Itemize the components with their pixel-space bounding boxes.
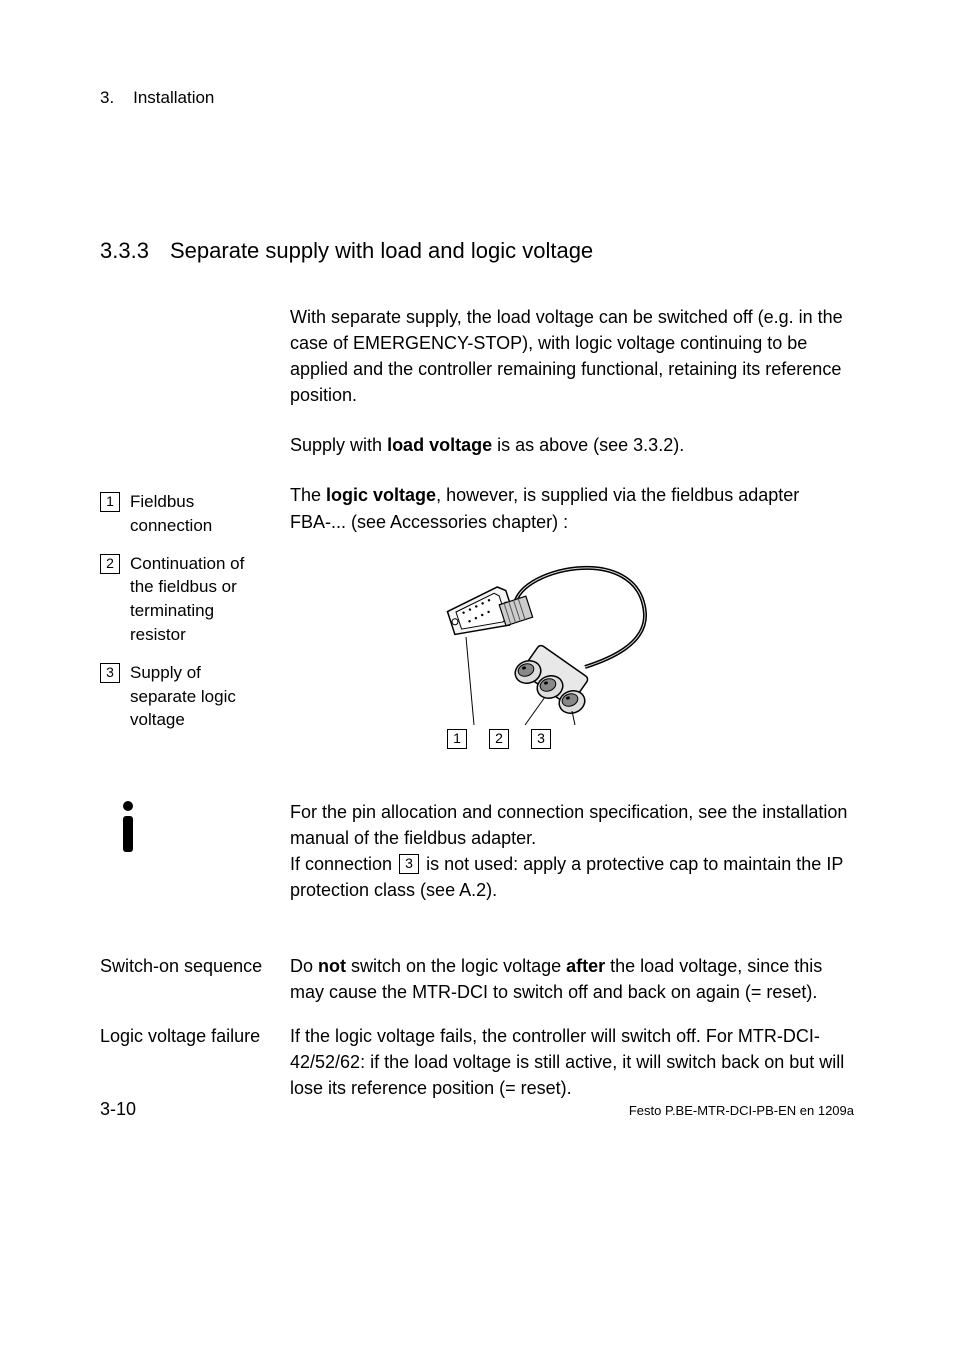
info-icon-column — [100, 799, 290, 855]
callout-1: 1 — [447, 729, 467, 749]
page-number: 3-10 — [100, 1099, 136, 1120]
section-title: Separate supply with load and logic volt… — [170, 238, 593, 264]
info-line2a: If connection — [290, 854, 397, 874]
p3-bold: logic voltage — [326, 485, 436, 505]
legend-item-2: 2 Continuation of the fieldbus or termin… — [100, 552, 270, 647]
info-text: For the pin allocation and connection sp… — [290, 799, 854, 903]
legend-box-1: 1 — [100, 492, 120, 512]
legend-box-2: 2 — [100, 554, 120, 574]
info-box-3: 3 — [399, 854, 419, 874]
section-heading: 3.3.3 Separate supply with load and logi… — [100, 238, 854, 264]
logic-fail-label: Logic voltage failure — [100, 1023, 290, 1101]
legend-item-1: 1 Fieldbus connection — [100, 490, 270, 538]
so-bold-not: not — [318, 956, 346, 976]
section-number: 3.3.3 — [100, 238, 170, 264]
legend-text-3: Supply of separate logic voltage — [130, 661, 270, 732]
legend-box-3: 3 — [100, 663, 120, 683]
legend-text-2: Continuation of the fieldbus or terminat… — [130, 552, 270, 647]
chapter-header: 3. Installation — [100, 88, 854, 108]
figure-callouts: 1 2 3 — [445, 729, 553, 749]
switch-on-sequence: Switch-on sequence Do not switch on the … — [100, 953, 854, 1005]
legend-item-3: 3 Supply of separate logic voltage — [100, 661, 270, 732]
info-note: For the pin allocation and connection sp… — [100, 799, 854, 903]
paragraph-3: The logic voltage, however, is supplied … — [290, 482, 854, 534]
chapter-number: 3. — [100, 88, 114, 107]
switch-on-body: Do not switch on the logic voltage after… — [290, 953, 854, 1005]
so-t1: Do — [290, 956, 318, 976]
logic-fail-body: If the logic voltage fails, the controll… — [290, 1023, 854, 1101]
p2-bold: load voltage — [387, 435, 492, 455]
paragraph-1: With separate supply, the load voltage c… — [290, 304, 854, 408]
info-line1: For the pin allocation and connection sp… — [290, 802, 847, 848]
info-icon — [108, 799, 148, 855]
logic-voltage-failure: Logic voltage failure If the logic volta… — [100, 1023, 854, 1101]
switch-on-label: Switch-on sequence — [100, 953, 290, 1005]
paragraph-2: Supply with load voltage is as above (se… — [290, 432, 854, 458]
so-t3: switch on the logic voltage — [346, 956, 566, 976]
p2-frag-a: Supply with — [290, 435, 387, 455]
callout-3: 3 — [531, 729, 551, 749]
legend-text-1: Fieldbus connection — [130, 490, 270, 538]
chapter-title: Installation — [133, 88, 214, 107]
p2-frag-c: is as above (see 3.3.2). — [492, 435, 684, 455]
figure-legend: 1 Fieldbus connection 2 Continuation of … — [100, 490, 270, 746]
figure: 1 2 3 — [290, 559, 854, 769]
body-content: With separate supply, the load voltage c… — [290, 304, 854, 535]
adapter-cable-illustration — [410, 549, 670, 749]
callout-2: 2 — [489, 729, 509, 749]
p3-frag-a: The — [290, 485, 326, 505]
page-footer: 3-10 Festo P.BE-MTR-DCI-PB-EN en 1209a — [100, 1099, 854, 1120]
so-bold-after: after — [566, 956, 605, 976]
document-id: Festo P.BE-MTR-DCI-PB-EN en 1209a — [629, 1103, 854, 1118]
